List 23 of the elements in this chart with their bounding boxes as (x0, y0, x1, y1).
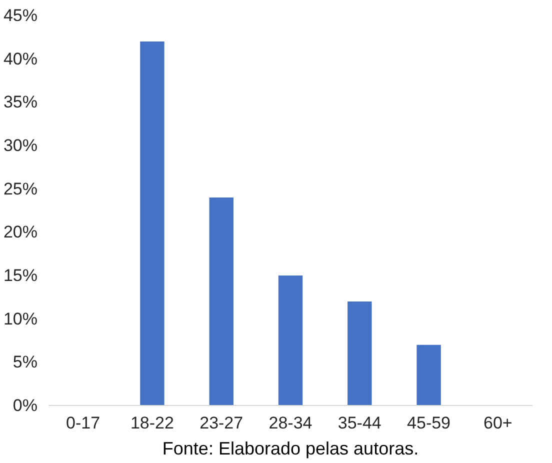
y-tick-label: 45% (3, 6, 38, 25)
y-tick-label: 25% (3, 179, 38, 198)
x-tick-label: 18-22 (130, 414, 174, 432)
bar (278, 276, 303, 406)
y-tick-label: 40% (3, 49, 38, 68)
y-tick-label: 10% (3, 309, 38, 328)
source-note: Fonte: Elaborado pelas autoras. (162, 438, 419, 458)
x-tick-label: 23-27 (200, 414, 244, 432)
y-tick-label: 20% (3, 222, 38, 242)
bar (416, 344, 441, 406)
y-tick-label: 35% (3, 92, 38, 112)
bar (348, 302, 372, 406)
bar (209, 198, 234, 406)
x-tick-label: 35-44 (338, 414, 382, 432)
y-tick-label: 0% (12, 396, 38, 415)
y-tick-label: 5% (12, 352, 38, 372)
x-tick-label: 45-59 (407, 414, 451, 432)
bar (140, 42, 164, 406)
x-tick-label: 60+ (484, 414, 512, 432)
x-tick-label: 28-34 (268, 414, 312, 432)
y-tick-label: 15% (3, 266, 38, 285)
x-tick-label: 0-17 (66, 414, 100, 432)
y-tick-label: 30% (3, 136, 38, 155)
